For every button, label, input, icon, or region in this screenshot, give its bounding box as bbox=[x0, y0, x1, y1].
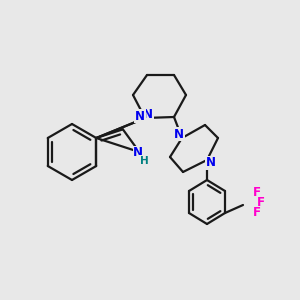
Text: H: H bbox=[140, 156, 149, 166]
Text: F: F bbox=[253, 206, 261, 220]
Text: N: N bbox=[174, 128, 184, 140]
Text: N: N bbox=[143, 109, 153, 122]
Text: F: F bbox=[253, 187, 261, 200]
Text: F: F bbox=[257, 196, 265, 209]
Text: N: N bbox=[206, 157, 216, 169]
Text: N: N bbox=[135, 110, 145, 122]
Text: N: N bbox=[133, 146, 143, 160]
